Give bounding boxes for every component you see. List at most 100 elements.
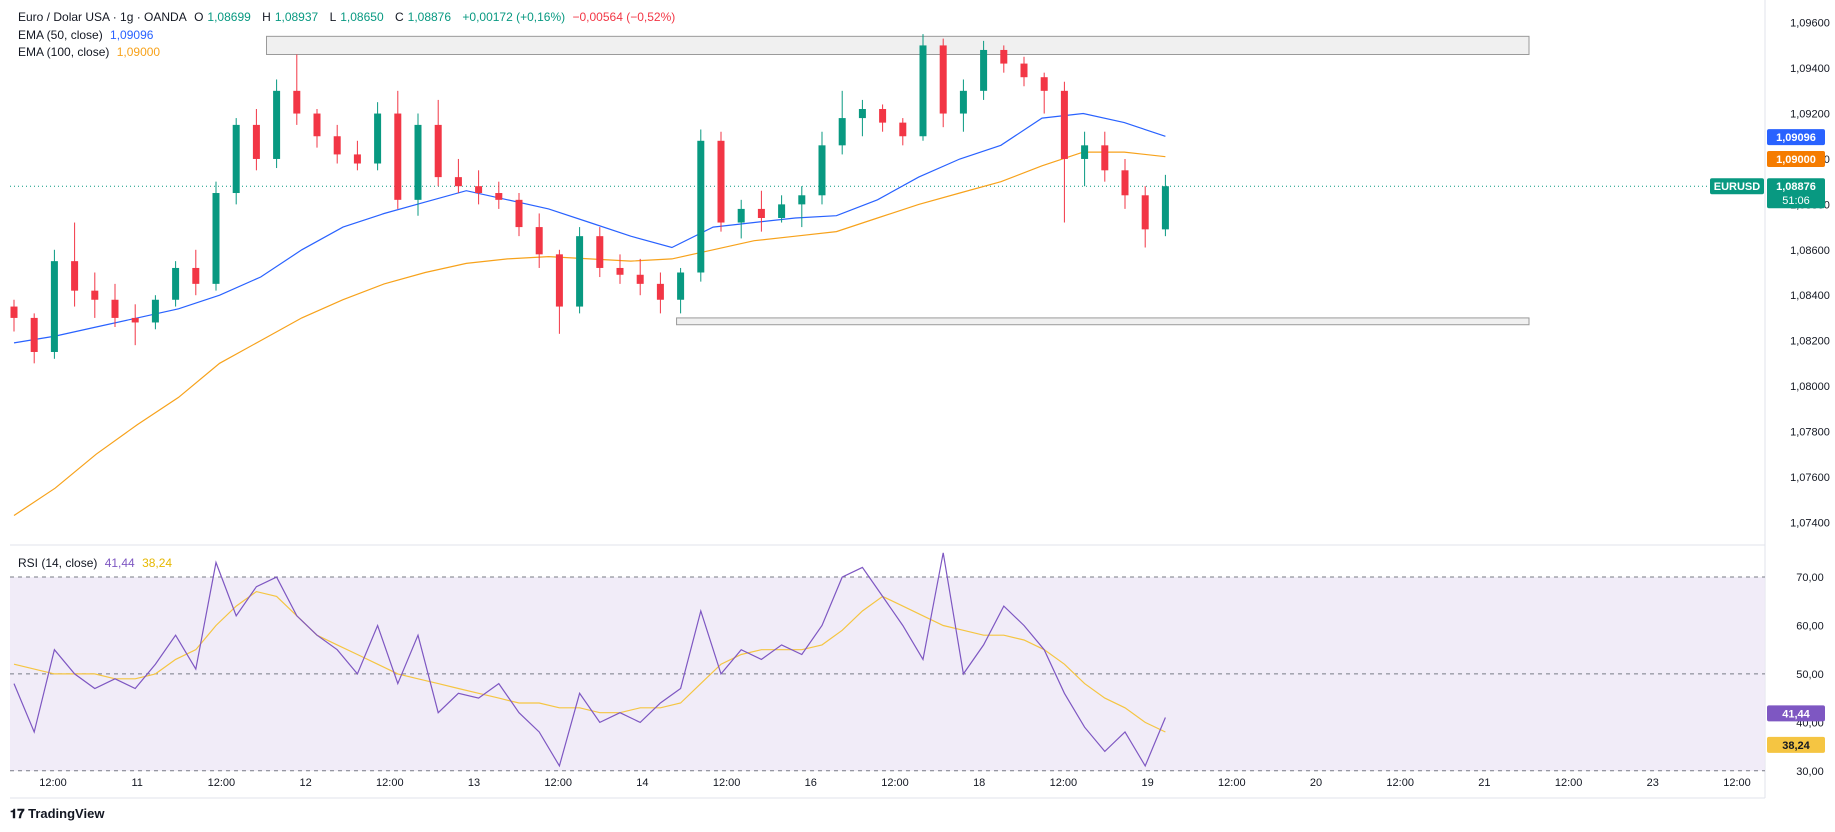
candle-body — [252, 124, 260, 159]
symbol-legend[interactable]: Euro / Dolar USA · 1g · OANDA O 1,08699 H… — [18, 10, 679, 24]
ema50-badge-bg — [1767, 129, 1825, 146]
tradingview-logo-icon: 𝟏𝟕 — [10, 806, 25, 821]
price-tick-label: 1,08200 — [1790, 336, 1830, 348]
price-tick-label: 1,09600 — [1790, 18, 1830, 30]
rsi-ma-value: 38,24 — [142, 556, 173, 570]
time-tick-label: 19 — [1141, 777, 1153, 789]
ema100-label: EMA (100, close) — [18, 45, 110, 59]
candle-body — [596, 236, 604, 268]
ema50-badge: 1,09096 — [1767, 129, 1825, 146]
time-tick-label: 16 — [805, 777, 817, 789]
rsi-badge-text: 41,44 — [1782, 708, 1810, 720]
candle — [30, 313, 38, 364]
ema50-legend[interactable]: EMA (50, close) 1,09096 — [18, 28, 157, 42]
tradingview-logo[interactable]: 𝟏𝟕 TradingView — [10, 806, 104, 822]
candle-body — [434, 124, 442, 178]
candle — [454, 158, 462, 194]
time-tick-label: 12:00 — [1723, 777, 1751, 789]
ema50-label: EMA (50, close) — [18, 28, 103, 42]
candle — [495, 181, 503, 209]
rsi-badge-bg — [1767, 705, 1825, 722]
rsi-tick-label: 30,00 — [1796, 766, 1824, 778]
candle — [798, 186, 806, 228]
time-tick-label: 12:00 — [544, 777, 572, 789]
price-badge-text: 1,08876 — [1776, 181, 1816, 193]
candle — [434, 99, 442, 187]
candle-body — [737, 208, 745, 223]
candle-body — [636, 274, 644, 284]
candle-body — [1040, 77, 1048, 91]
time-tick-label: 12:00 — [713, 777, 741, 789]
candle — [111, 283, 119, 327]
ohlc-low: L 1,08650 — [329, 10, 384, 24]
candle — [1141, 186, 1149, 248]
rsi-pane — [10, 552, 1765, 772]
candle — [838, 90, 846, 155]
time-axis[interactable]: 12:00 11 12:00 12 12:00 13 12:00 14 12:00 16 12:00… — [39, 777, 1751, 789]
rsi-ma-badge-bg — [1767, 736, 1825, 753]
candle — [778, 195, 786, 223]
time-tick-label: 18 — [973, 777, 985, 789]
candle-body — [71, 261, 79, 291]
candle-body — [879, 109, 887, 123]
rsi-badge: 41,44 — [1767, 705, 1825, 722]
change-value-2: −0,00564 (−0,52%) — [572, 10, 676, 24]
candle — [980, 40, 988, 100]
candle-body — [232, 124, 240, 194]
candle — [1121, 158, 1129, 209]
candle-body — [778, 204, 786, 218]
candle-body — [414, 124, 422, 200]
price-tick-label: 1,09400 — [1790, 63, 1830, 75]
time-tick-label: 12:00 — [1386, 777, 1414, 789]
candle-body — [192, 267, 200, 284]
time-tick-label: 12:00 — [881, 777, 909, 789]
candle — [394, 90, 402, 209]
candle-body — [899, 122, 907, 137]
candle — [535, 213, 543, 268]
tradingview-brand: TradingView — [28, 806, 105, 821]
candle-body — [212, 193, 220, 284]
rsi-label: RSI (14, close) — [18, 556, 98, 570]
time-tick-label: 12:00 — [208, 777, 236, 789]
price-tick-label: 1,08600 — [1790, 245, 1830, 257]
candle-body — [131, 317, 139, 323]
candle-body — [818, 145, 826, 196]
candle — [899, 118, 907, 146]
candle-body — [313, 113, 321, 137]
ema-lines — [13, 112, 1166, 516]
candle-body — [172, 267, 180, 300]
candle — [939, 38, 947, 128]
time-tick-label: 21 — [1478, 777, 1490, 789]
candle — [252, 109, 260, 171]
candle-body — [1000, 49, 1008, 64]
ema100-legend[interactable]: EMA (100, close) 1,09000 — [18, 45, 164, 59]
ema100-value: 1,09000 — [116, 45, 161, 59]
candle-body — [333, 136, 341, 155]
ema50-value: 1,09096 — [110, 28, 154, 42]
ohlc-open: O 1,08699 — [194, 10, 251, 24]
candle — [293, 54, 301, 125]
candle-body — [30, 317, 38, 352]
candles — [10, 34, 1169, 364]
candle — [879, 104, 887, 132]
time-tick-label: 12:00 — [1555, 777, 1583, 789]
candle — [172, 261, 180, 307]
candle-body — [353, 154, 361, 164]
candle — [1020, 56, 1028, 87]
ema100-badge-bg — [1767, 150, 1825, 167]
candle-body — [495, 193, 503, 200]
candle — [697, 129, 705, 282]
rsi-band — [10, 577, 1765, 771]
candle — [515, 193, 523, 237]
rsi-tick-label: 60,00 — [1796, 620, 1824, 632]
candle — [353, 140, 361, 171]
rsi-legend[interactable]: RSI (14, close) 41,44 38,24 — [18, 556, 176, 570]
symbol-badge-bg — [1710, 178, 1764, 195]
candle-body — [50, 261, 58, 352]
price-tick-label: 1,07800 — [1790, 426, 1830, 438]
price-tick-label: 1,07400 — [1790, 517, 1830, 529]
candle-body — [576, 236, 584, 307]
candle — [757, 190, 765, 232]
price-tick-label: 1,08000 — [1790, 381, 1830, 393]
